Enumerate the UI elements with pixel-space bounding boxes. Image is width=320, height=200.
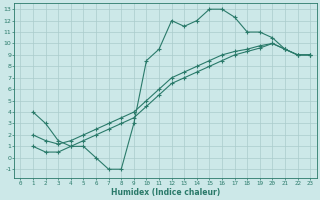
X-axis label: Humidex (Indice chaleur): Humidex (Indice chaleur) — [111, 188, 220, 197]
